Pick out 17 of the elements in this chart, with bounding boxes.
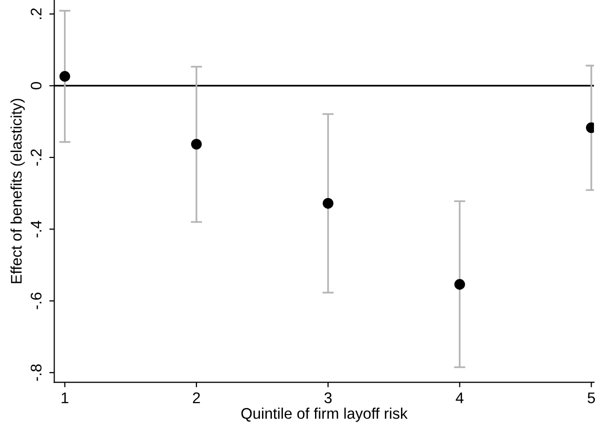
y-tick-label: -.2 bbox=[30, 149, 42, 166]
x-tick-label: 3 bbox=[324, 392, 332, 404]
x-axis-title: Quintile of firm layoff risk bbox=[241, 408, 408, 422]
x-tick-label: 1 bbox=[62, 392, 68, 404]
point bbox=[191, 138, 202, 150]
point bbox=[59, 71, 70, 82]
y-tick-label: -.6 bbox=[30, 292, 42, 310]
x-tick-label: 4 bbox=[456, 392, 464, 404]
point bbox=[454, 279, 466, 290]
y-tick-label: -.4 bbox=[30, 220, 42, 238]
y-tick-label: .2 bbox=[30, 8, 42, 19]
y-tick-label: -.8 bbox=[30, 364, 42, 381]
x-tick-label: 2 bbox=[192, 392, 200, 404]
y-tick-label: 0 bbox=[30, 82, 42, 90]
point bbox=[322, 198, 334, 209]
y-axis-title: Effect of benefits (elasticity) bbox=[10, 98, 25, 284]
x-tick-label: 5 bbox=[588, 392, 595, 404]
